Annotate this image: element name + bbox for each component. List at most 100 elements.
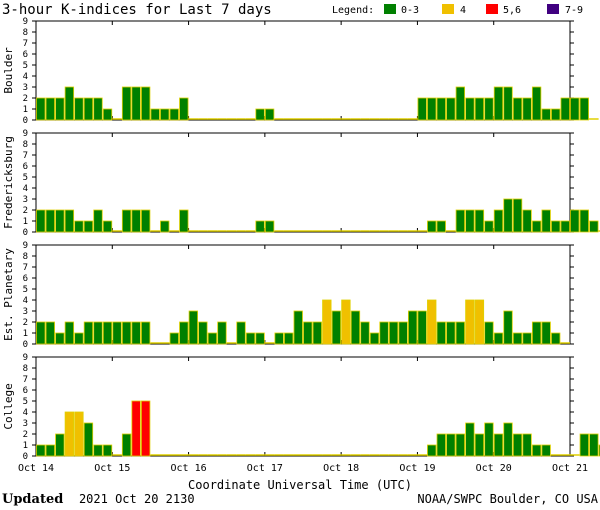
y-tick-label: 8 <box>23 140 28 150</box>
y-tick-label: 9 <box>23 241 28 251</box>
k-bar <box>36 444 46 457</box>
k-bar <box>551 108 561 121</box>
k-bar <box>436 321 446 345</box>
k-bar <box>255 108 265 121</box>
k-bar <box>551 220 561 233</box>
chart-title: 3-hour K-indices for Last 7 days <box>2 2 272 18</box>
k-bar <box>102 321 113 345</box>
k-bar <box>503 422 513 457</box>
k-bar <box>274 332 284 345</box>
k-bar <box>36 321 46 345</box>
y-tick-label: 9 <box>23 129 28 139</box>
footer-source: NOAA/SWPC Boulder, CO USA <box>417 492 598 506</box>
y-tick-label: 5 <box>23 285 28 295</box>
k-bar <box>160 108 170 121</box>
k-bar <box>465 422 475 457</box>
y-tick-label: 9 <box>23 353 28 363</box>
y-tick-label: 7 <box>23 39 28 49</box>
k-bar <box>388 321 399 345</box>
k-bar <box>121 321 132 345</box>
y-tick-label: 6 <box>23 274 28 284</box>
k-bar <box>341 299 351 345</box>
k-bar <box>531 220 542 233</box>
k-bar <box>83 422 94 457</box>
y-tick-label: 2 <box>23 318 28 328</box>
y-tick-label: 5 <box>23 173 28 183</box>
k-bar <box>64 321 75 345</box>
k-bar <box>93 209 103 233</box>
k-bar <box>417 97 427 121</box>
k-bar <box>131 209 141 233</box>
k-bar <box>369 332 380 345</box>
k-bar <box>570 97 580 121</box>
k-bar <box>436 97 446 121</box>
y-tick-label: 4 <box>23 184 28 194</box>
k-bar <box>150 108 160 121</box>
k-bar <box>131 400 141 457</box>
k-bar <box>312 321 322 345</box>
k-bar <box>522 433 532 457</box>
k-bar <box>322 299 332 345</box>
k-bar <box>293 310 303 345</box>
k-bar <box>446 321 456 345</box>
k-bar <box>93 321 103 345</box>
y-tick-label: 1 <box>23 105 28 115</box>
k-bar <box>579 433 589 457</box>
k-bar <box>45 444 55 457</box>
panel-label: Fredericksburg <box>2 136 15 229</box>
k-bar <box>360 321 370 345</box>
k-bar <box>131 321 141 345</box>
y-tick-label: 2 <box>23 206 28 216</box>
k-bar <box>284 332 294 345</box>
k-bar <box>140 86 151 121</box>
y-tick-label: 2 <box>23 430 28 440</box>
x-tick-label: Oct 17 <box>247 463 283 474</box>
k-bar <box>484 97 494 121</box>
k-bar <box>55 97 65 121</box>
k-bar <box>255 220 265 233</box>
k-bar <box>64 86 75 121</box>
k-bar <box>560 97 570 121</box>
legend-swatch-5-6 <box>486 4 498 14</box>
x-tick-label: Oct 18 <box>323 463 359 474</box>
k-bar <box>55 433 65 457</box>
x-tick-label: Oct 20 <box>476 463 512 474</box>
k-bar <box>436 433 446 457</box>
legend: Legend: 0-3 4 5,6 7-9 <box>332 4 583 16</box>
k-bar <box>45 97 55 121</box>
x-tick-label: Oct 21 <box>552 463 588 474</box>
y-tick-label: 5 <box>23 397 28 407</box>
legend-text-0-3: 0-3 <box>401 5 419 16</box>
k-bar <box>169 108 179 121</box>
k-bar <box>474 433 485 457</box>
k-bar <box>455 433 466 457</box>
k-bar <box>531 444 542 457</box>
k-bar <box>121 86 132 121</box>
k-bar <box>74 411 84 457</box>
footer-updated: Updated 2021 Oct 20 2130 <box>2 488 195 507</box>
k-bar <box>303 321 313 345</box>
k-bar <box>198 321 208 345</box>
k-bar <box>541 209 551 233</box>
k-bar <box>217 321 227 345</box>
k-bar <box>484 220 494 233</box>
k-bar <box>551 332 561 345</box>
y-tick-label: 8 <box>23 28 28 38</box>
k-bar <box>541 321 551 345</box>
k-bar <box>83 97 94 121</box>
k-bar <box>465 209 475 233</box>
y-tick-label: 0 <box>23 452 28 462</box>
k-bar <box>74 97 84 121</box>
y-tick-label: 1 <box>23 329 28 339</box>
k-bar <box>512 97 523 121</box>
k-bar <box>455 86 466 121</box>
k-bar <box>446 97 456 121</box>
legend-label: Legend: <box>332 5 374 16</box>
y-tick-label: 0 <box>23 228 28 238</box>
y-tick-label: 3 <box>23 195 28 205</box>
k-bar <box>503 86 513 121</box>
k-bar <box>55 209 65 233</box>
panel-label: Est. Planetary <box>2 248 15 341</box>
